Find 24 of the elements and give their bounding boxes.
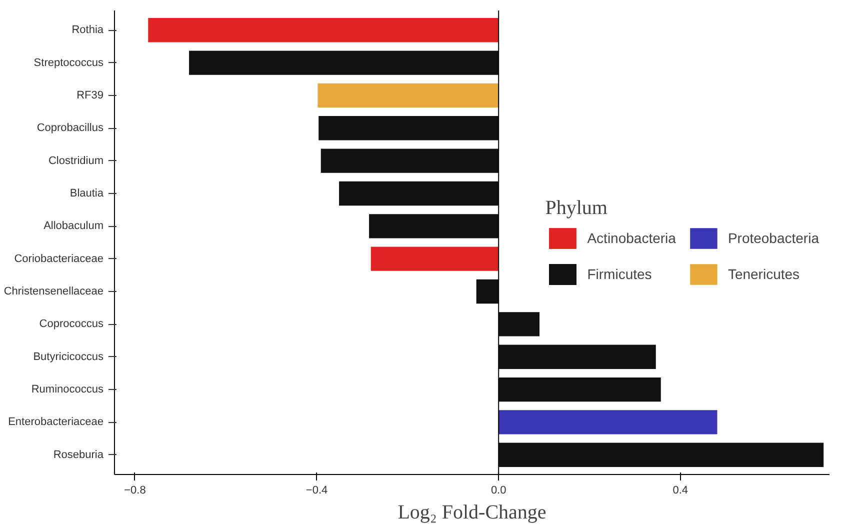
- y-tick-label: Roseburia: [53, 448, 104, 461]
- y-tick-label: Coriobacteriaceae: [14, 252, 104, 265]
- x-tick-label: 0.4: [672, 484, 688, 496]
- legend-label: Firmicutes: [587, 266, 652, 282]
- legend-label: Tenericutes: [728, 266, 800, 282]
- y-tick-label: Streptococcus: [34, 56, 104, 69]
- y-tick-label: Coprobacillus: [36, 122, 104, 134]
- y-tick-label: Butyricicoccus: [33, 350, 104, 363]
- legend-label: Actinobacteria: [587, 230, 676, 246]
- legend-label: Proteobacteria: [728, 230, 819, 246]
- y-tick-label: Coprococcus: [39, 318, 104, 330]
- y-tick-label: Enterobacteriaceae: [8, 416, 104, 428]
- y-tick-label: Rothia: [72, 24, 104, 36]
- y-tick-label: RF39: [76, 89, 104, 102]
- y-tick-label: Allobaculum: [44, 220, 104, 232]
- y-tick-label: Christensenellaceae: [4, 286, 104, 298]
- y-tick-label: Blautia: [70, 187, 104, 200]
- x-tick-label: −0.4: [306, 484, 328, 496]
- y-tick-label: Ruminococcus: [31, 384, 104, 396]
- x-tick-label: 0.0: [490, 484, 506, 496]
- y-tick-label: Clostridium: [48, 154, 104, 167]
- x-tick-label: −0.8: [124, 484, 146, 496]
- legend-title: Phylum: [545, 197, 608, 220]
- x-axis-title: Log₂ Fold-Change: [398, 502, 546, 524]
